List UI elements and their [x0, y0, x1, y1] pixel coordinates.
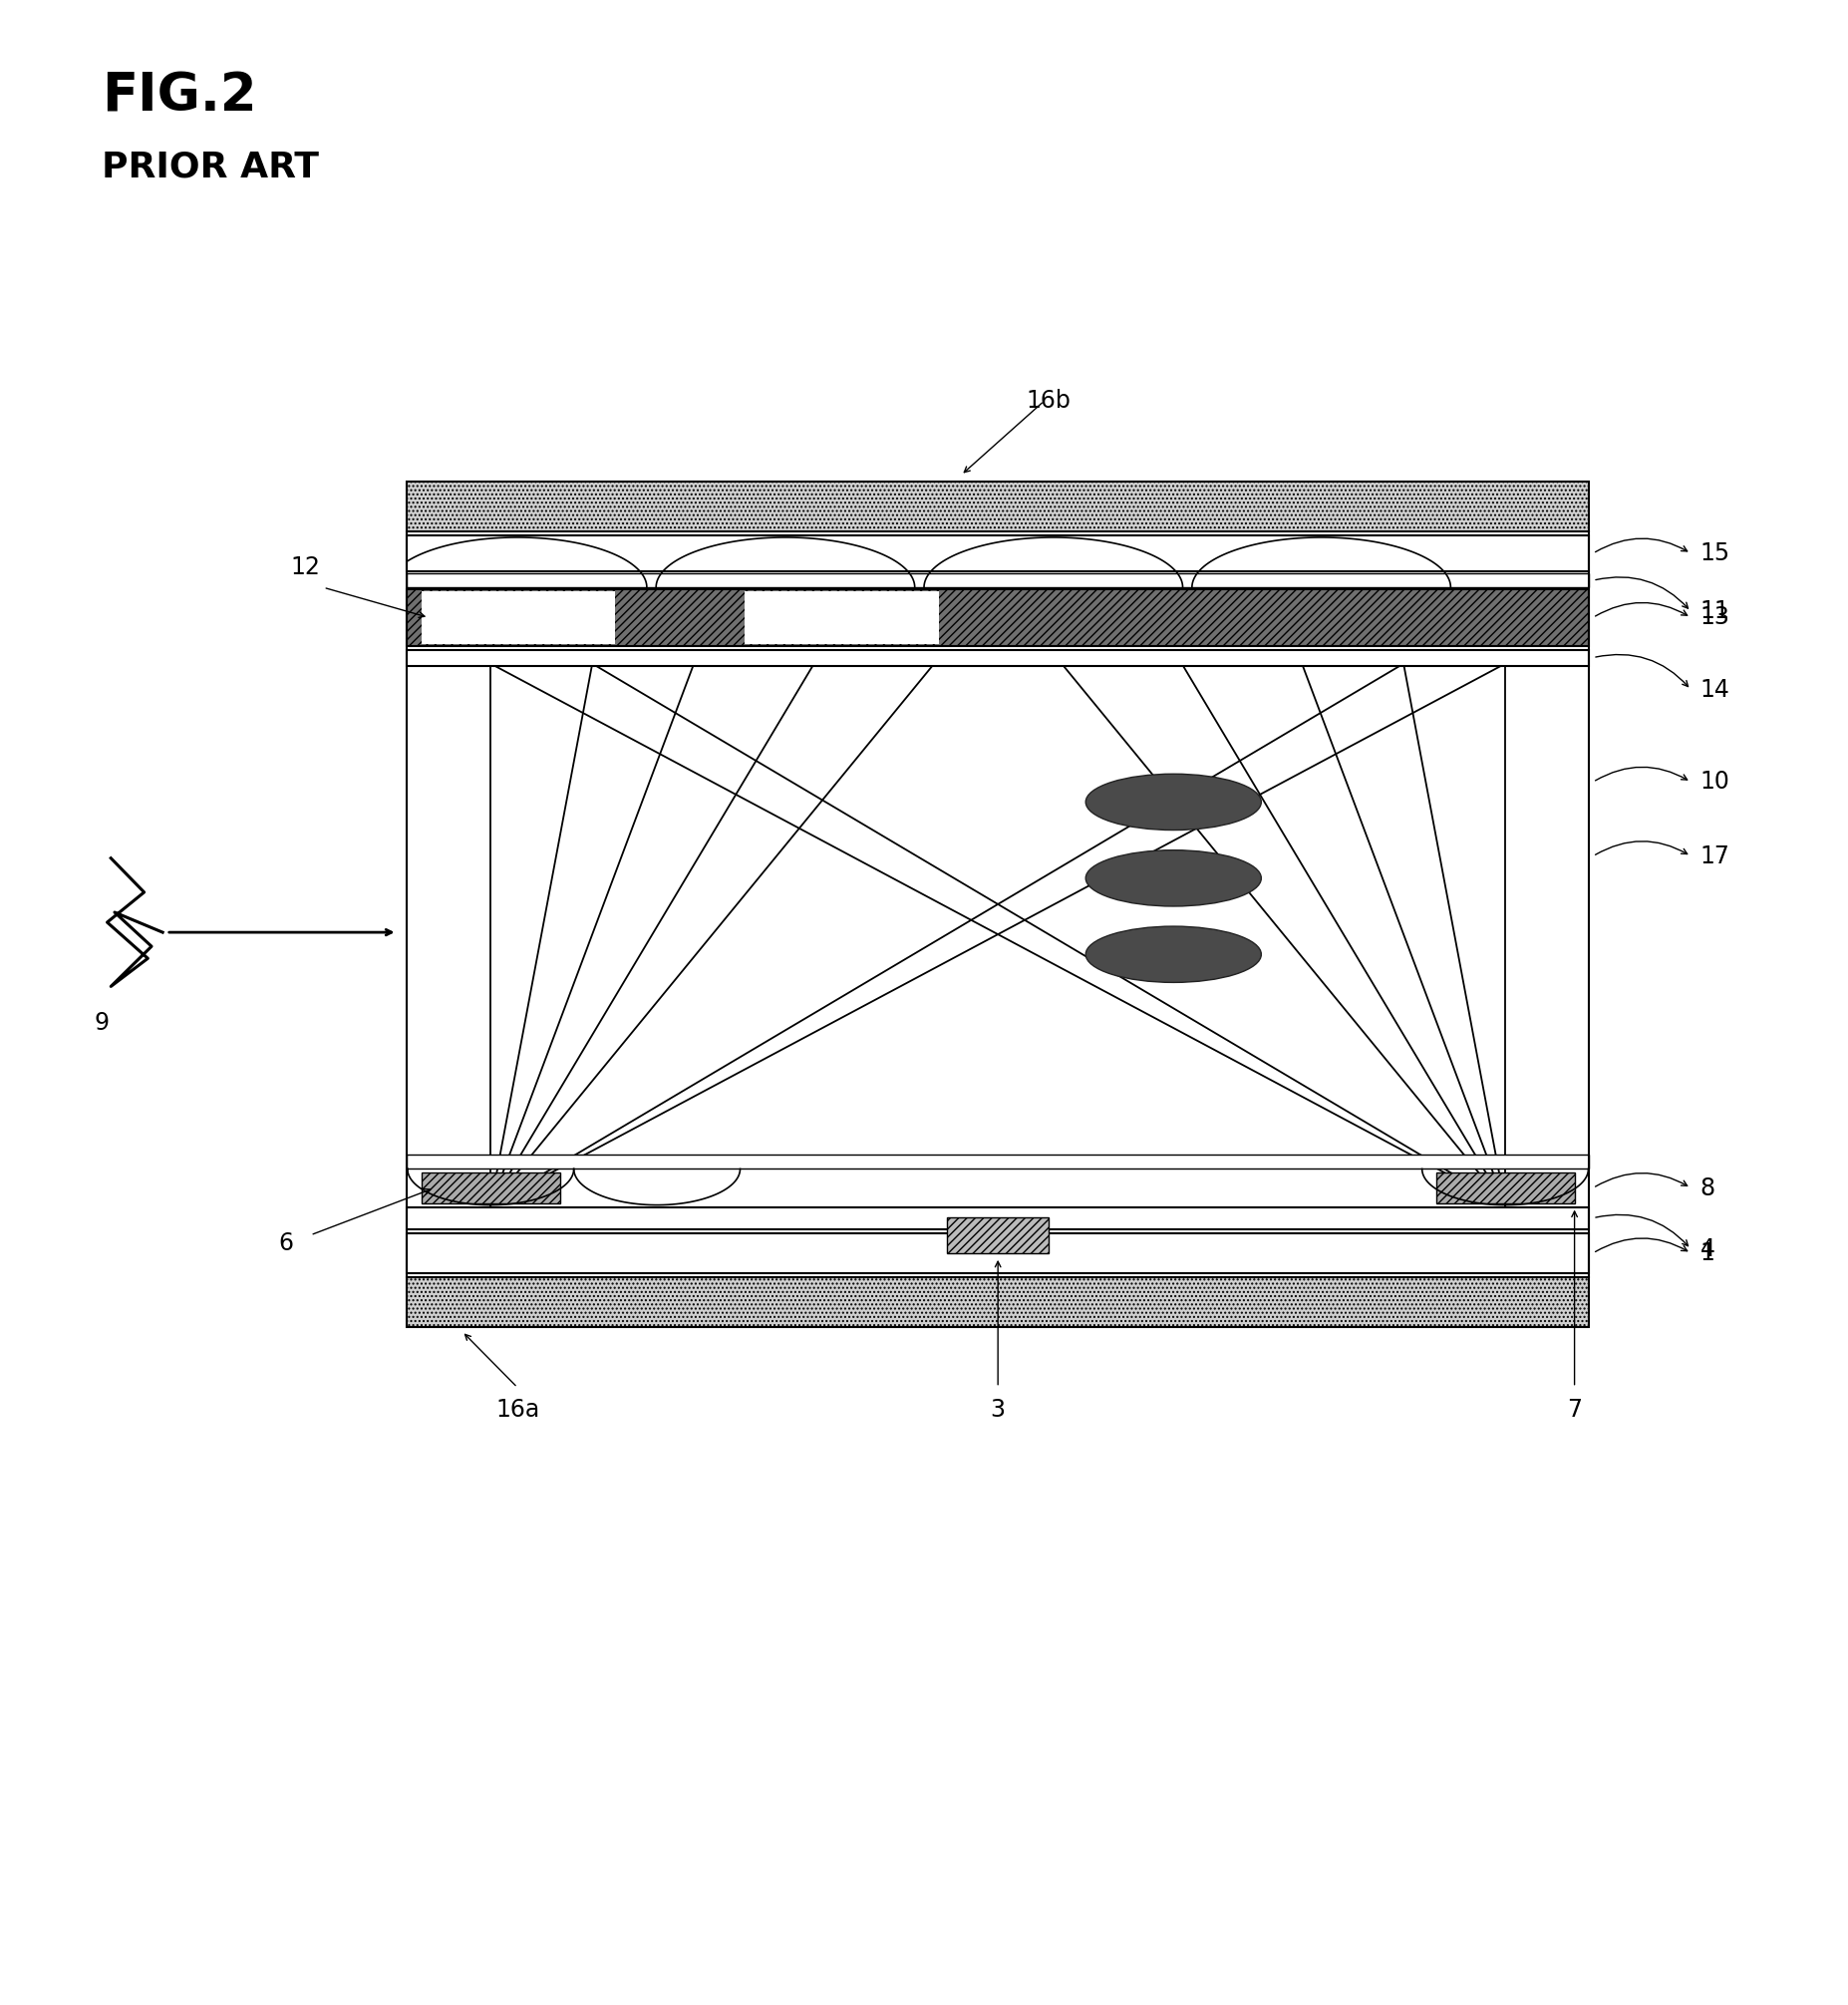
Bar — [745, 591, 939, 644]
Bar — [1436, 1173, 1574, 1203]
Bar — [407, 573, 1589, 587]
Text: 9: 9 — [94, 1011, 109, 1035]
Bar — [946, 1217, 1050, 1253]
Text: FIG.2: FIG.2 — [102, 70, 257, 122]
Text: 13: 13 — [1700, 606, 1730, 630]
Bar — [421, 1173, 560, 1203]
Bar — [407, 535, 1589, 571]
Bar — [407, 589, 1589, 646]
Bar — [407, 1233, 1589, 1273]
Bar — [407, 650, 1589, 666]
Text: PRIOR ART: PRIOR ART — [102, 150, 320, 184]
Text: 15: 15 — [1700, 541, 1730, 565]
Bar — [407, 1277, 1589, 1327]
Text: 8: 8 — [1700, 1177, 1715, 1199]
Text: 16a: 16a — [495, 1397, 540, 1422]
Text: 16b: 16b — [1026, 389, 1070, 413]
Text: 4: 4 — [1700, 1237, 1715, 1261]
Text: 1: 1 — [1700, 1241, 1715, 1265]
Bar — [407, 481, 1589, 531]
Text: 17: 17 — [1700, 844, 1730, 868]
Ellipse shape — [1085, 926, 1260, 982]
Text: 10: 10 — [1700, 770, 1730, 794]
Text: 12: 12 — [290, 555, 320, 579]
Bar — [407, 1155, 1589, 1169]
Text: 6: 6 — [279, 1231, 294, 1255]
Text: 14: 14 — [1700, 678, 1730, 702]
Ellipse shape — [1085, 774, 1260, 830]
Bar — [421, 591, 615, 644]
Text: 7: 7 — [1567, 1397, 1582, 1422]
Text: 3: 3 — [991, 1397, 1005, 1422]
Bar — [407, 1207, 1589, 1229]
Text: 11: 11 — [1700, 599, 1730, 624]
Ellipse shape — [1085, 850, 1260, 906]
